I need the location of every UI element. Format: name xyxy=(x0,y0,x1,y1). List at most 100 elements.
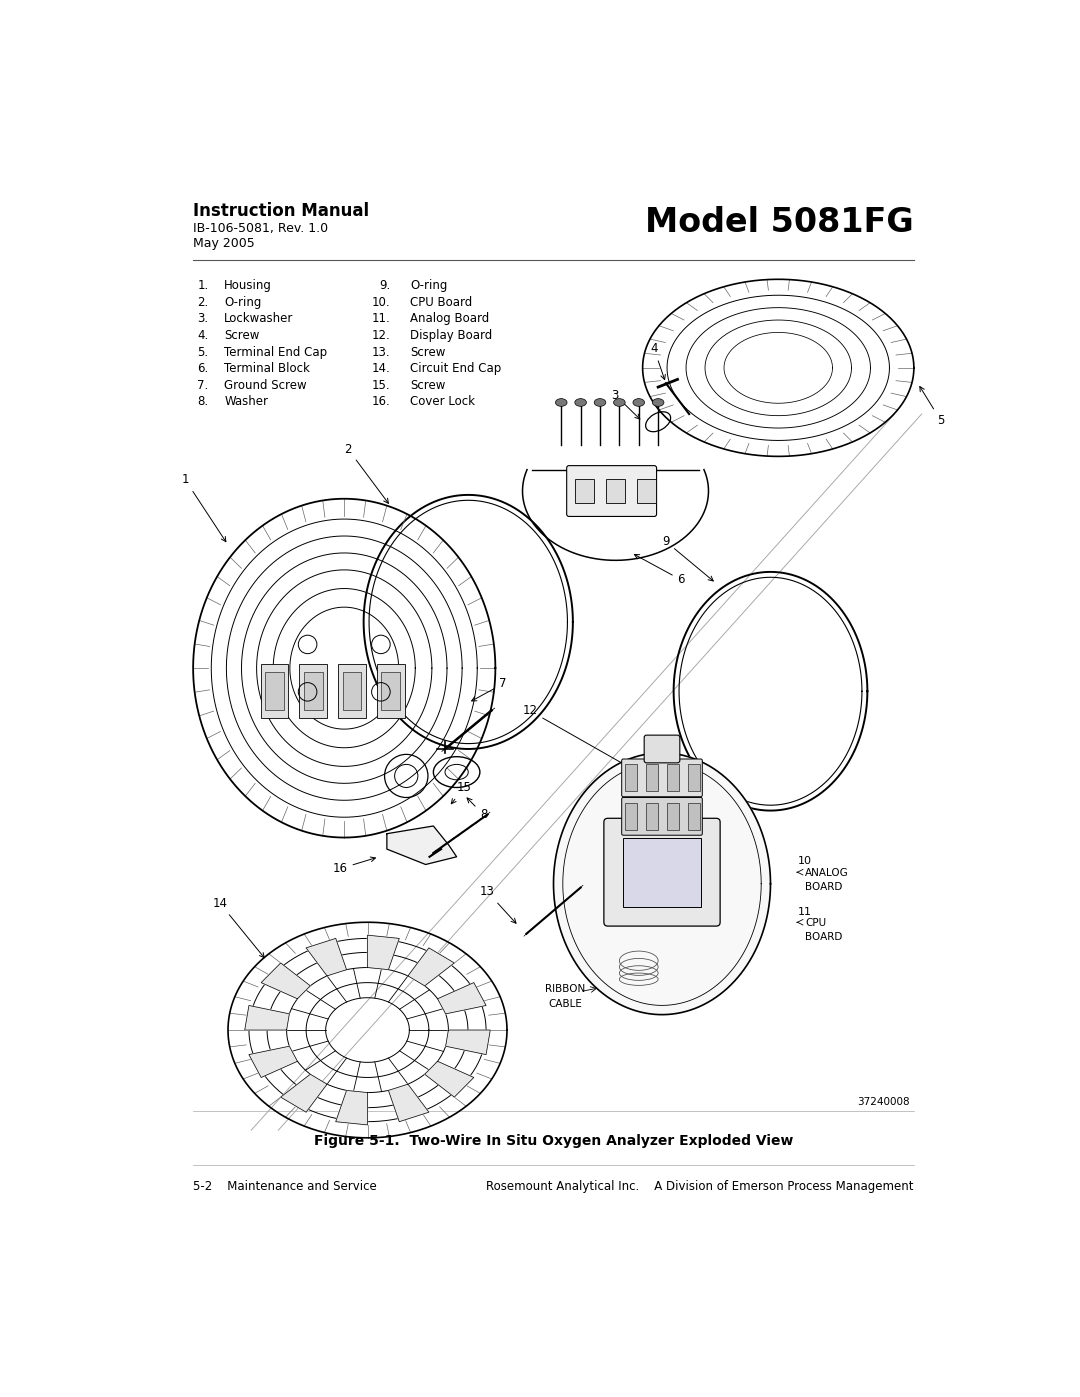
Bar xyxy=(625,764,637,791)
Text: O-ring: O-ring xyxy=(225,296,261,309)
Text: 15: 15 xyxy=(451,781,472,803)
Text: 4: 4 xyxy=(650,342,665,380)
Text: CABLE: CABLE xyxy=(549,999,582,1009)
Text: 9: 9 xyxy=(662,535,713,581)
Text: 10: 10 xyxy=(798,856,812,866)
Ellipse shape xyxy=(575,398,586,407)
Text: 15.: 15. xyxy=(373,379,391,391)
FancyBboxPatch shape xyxy=(622,798,702,835)
Text: 1.: 1. xyxy=(198,279,208,292)
Bar xyxy=(260,665,288,718)
Polygon shape xyxy=(437,982,486,1014)
Text: 6.: 6. xyxy=(198,362,208,374)
Text: 13: 13 xyxy=(480,886,516,923)
Bar xyxy=(576,479,594,503)
Text: 12: 12 xyxy=(523,704,627,767)
Text: 5-2    Maintenance and Service: 5-2 Maintenance and Service xyxy=(193,1180,377,1193)
Text: Screw: Screw xyxy=(410,379,446,391)
Text: 2: 2 xyxy=(345,443,389,503)
Text: 10.: 10. xyxy=(373,296,391,309)
Ellipse shape xyxy=(652,398,664,407)
Text: Figure 5-1.  Two-Wire In Situ Oxygen Analyzer Exploded View: Figure 5-1. Two-Wire In Situ Oxygen Anal… xyxy=(314,1134,793,1148)
Text: 16: 16 xyxy=(333,856,376,875)
Text: RIBBON: RIBBON xyxy=(545,983,585,993)
Text: Circuit End Cap: Circuit End Cap xyxy=(410,362,501,374)
Text: CPU: CPU xyxy=(806,918,826,928)
Bar xyxy=(299,665,327,718)
Text: 11: 11 xyxy=(798,907,812,916)
Bar xyxy=(688,764,700,791)
Text: Lockwasher: Lockwasher xyxy=(225,313,294,326)
Text: Housing: Housing xyxy=(225,279,272,292)
Text: IB-106-5081, Rev. 1.0: IB-106-5081, Rev. 1.0 xyxy=(193,222,328,235)
Text: O-ring: O-ring xyxy=(410,279,447,292)
Polygon shape xyxy=(367,935,400,970)
Text: 6: 6 xyxy=(634,555,685,587)
Ellipse shape xyxy=(613,398,625,407)
Text: 5: 5 xyxy=(920,387,945,427)
Ellipse shape xyxy=(594,398,606,407)
Text: Rosemount Analytical Inc.    A Division of Emerson Process Management: Rosemount Analytical Inc. A Division of … xyxy=(486,1180,914,1193)
Bar xyxy=(377,665,405,718)
Text: Instruction Manual: Instruction Manual xyxy=(193,203,369,221)
Polygon shape xyxy=(389,1084,429,1122)
Text: Analog Board: Analog Board xyxy=(410,313,489,326)
Bar xyxy=(625,803,637,830)
Text: Cover Lock: Cover Lock xyxy=(410,395,475,408)
Bar xyxy=(381,672,400,711)
Bar xyxy=(637,479,656,503)
Text: BOARD: BOARD xyxy=(806,882,842,891)
Polygon shape xyxy=(336,1091,367,1125)
Polygon shape xyxy=(245,1006,289,1030)
Text: BOARD: BOARD xyxy=(806,932,842,942)
Bar xyxy=(666,764,679,791)
Text: ANALOG: ANALOG xyxy=(806,868,849,879)
Text: 8: 8 xyxy=(467,798,487,821)
Polygon shape xyxy=(387,826,457,865)
Text: 12.: 12. xyxy=(372,328,391,342)
Polygon shape xyxy=(424,1062,474,1097)
Polygon shape xyxy=(281,1074,327,1112)
Bar xyxy=(688,803,700,830)
FancyBboxPatch shape xyxy=(622,759,702,796)
Polygon shape xyxy=(446,1030,490,1055)
Text: 7.: 7. xyxy=(198,379,208,391)
Bar xyxy=(623,838,701,907)
Text: 14: 14 xyxy=(213,897,265,958)
Text: 11.: 11. xyxy=(372,313,391,326)
Text: Screw: Screw xyxy=(410,345,446,359)
Polygon shape xyxy=(306,939,347,977)
Text: 2.: 2. xyxy=(198,296,208,309)
Polygon shape xyxy=(261,963,310,999)
Text: 14.: 14. xyxy=(372,362,391,374)
FancyBboxPatch shape xyxy=(567,465,657,517)
Bar xyxy=(646,803,658,830)
Text: Model 5081FG: Model 5081FG xyxy=(645,207,914,239)
Text: 3.: 3. xyxy=(198,313,208,326)
Text: Washer: Washer xyxy=(225,395,268,408)
Text: 13.: 13. xyxy=(373,345,391,359)
Text: May 2005: May 2005 xyxy=(193,237,255,250)
Text: 5.: 5. xyxy=(198,345,208,359)
Ellipse shape xyxy=(555,398,567,407)
Text: Display Board: Display Board xyxy=(410,328,492,342)
Text: 4.: 4. xyxy=(198,328,208,342)
Text: 7: 7 xyxy=(472,678,507,701)
Text: 1: 1 xyxy=(181,474,226,542)
Bar xyxy=(646,764,658,791)
Text: Screw: Screw xyxy=(225,328,259,342)
Text: Terminal End Cap: Terminal End Cap xyxy=(225,345,327,359)
Bar xyxy=(338,665,366,718)
Text: 3: 3 xyxy=(611,388,639,419)
Bar xyxy=(666,803,679,830)
FancyBboxPatch shape xyxy=(604,819,720,926)
Text: 9.: 9. xyxy=(379,279,391,292)
Text: 8.: 8. xyxy=(198,395,208,408)
Text: 37240008: 37240008 xyxy=(858,1097,910,1106)
Text: 16.: 16. xyxy=(372,395,391,408)
Polygon shape xyxy=(408,949,455,986)
Ellipse shape xyxy=(633,398,645,407)
Bar xyxy=(303,672,323,711)
Bar xyxy=(266,672,284,711)
Bar xyxy=(606,479,625,503)
